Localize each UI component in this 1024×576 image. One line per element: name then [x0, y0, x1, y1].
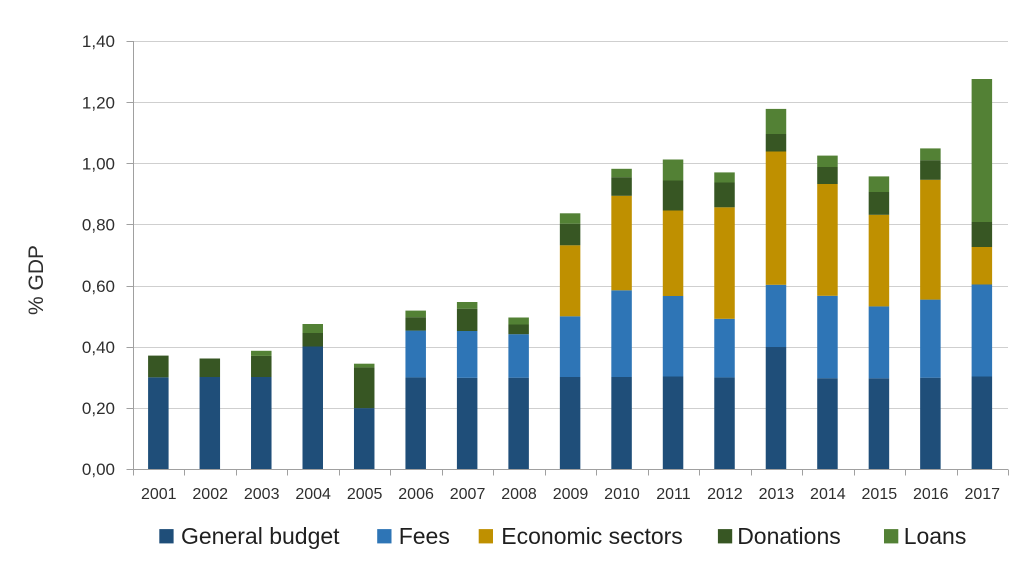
- svg-text:Donations: Donations: [737, 523, 841, 549]
- svg-text:2009: 2009: [553, 486, 589, 503]
- svg-text:Loans: Loans: [904, 523, 967, 549]
- svg-text:0,20: 0,20: [82, 399, 115, 418]
- svg-text:2011: 2011: [656, 486, 691, 503]
- svg-text:2017: 2017: [964, 486, 1000, 503]
- svg-text:2010: 2010: [604, 486, 640, 503]
- svg-text:0,80: 0,80: [82, 216, 115, 235]
- svg-text:% GDP: % GDP: [25, 245, 48, 315]
- svg-text:2004: 2004: [295, 486, 331, 503]
- svg-text:2006: 2006: [398, 486, 434, 503]
- svg-text:1,00: 1,00: [82, 154, 115, 173]
- svg-text:Economic sectors: Economic sectors: [501, 523, 683, 549]
- svg-text:2014: 2014: [810, 486, 846, 503]
- svg-text:2016: 2016: [913, 486, 949, 503]
- svg-text:2003: 2003: [244, 486, 280, 503]
- svg-text:Fees: Fees: [399, 523, 450, 549]
- svg-text:1,20: 1,20: [82, 93, 115, 112]
- svg-text:2005: 2005: [347, 486, 383, 503]
- svg-text:1,40: 1,40: [82, 32, 115, 51]
- svg-text:General budget: General budget: [181, 523, 340, 549]
- svg-text:0,40: 0,40: [82, 338, 115, 357]
- svg-text:2002: 2002: [192, 486, 228, 503]
- svg-text:2001: 2001: [141, 486, 177, 503]
- svg-text:2015: 2015: [862, 486, 898, 503]
- svg-text:2013: 2013: [759, 486, 795, 503]
- svg-text:0,00: 0,00: [82, 460, 115, 479]
- svg-text:2012: 2012: [707, 486, 743, 503]
- svg-text:0,60: 0,60: [82, 277, 115, 296]
- svg-text:2007: 2007: [450, 486, 486, 503]
- svg-text:2008: 2008: [501, 486, 537, 503]
